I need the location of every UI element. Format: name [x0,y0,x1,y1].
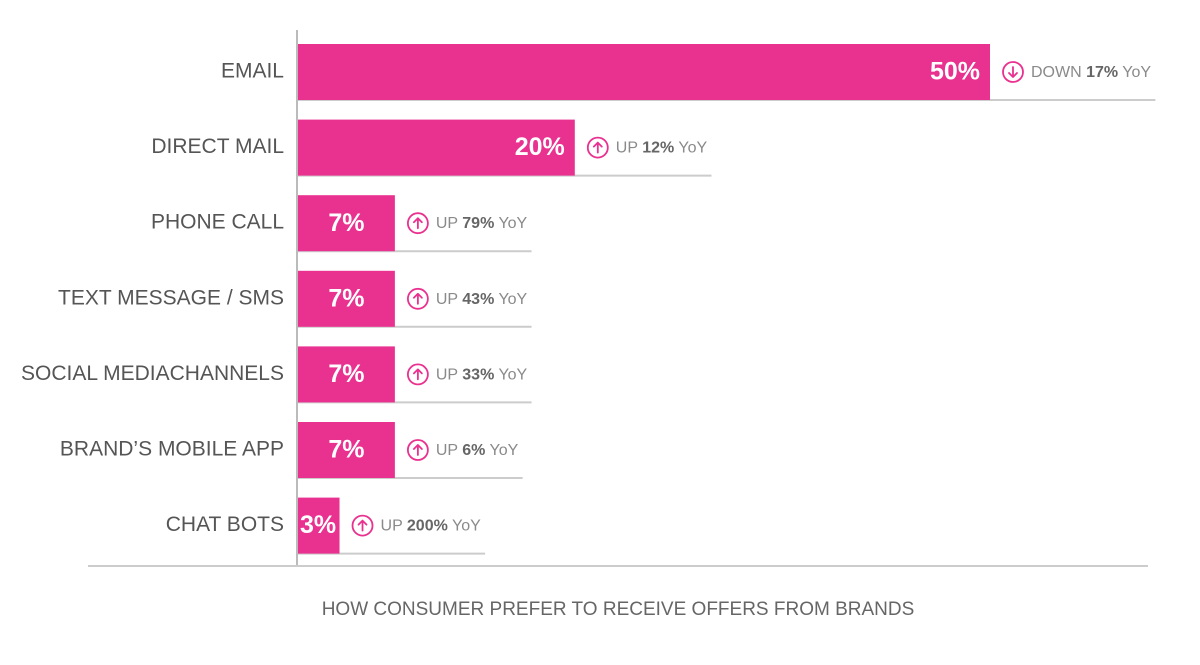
trend-icon [406,363,429,386]
value-label: 7% [328,436,364,464]
trend-period: YoY [498,367,527,384]
trend-icon [406,212,429,235]
trend-direction: UP [436,291,458,308]
trend-period: YoY [452,518,481,535]
trend-annotation: UP 12% YoY [616,140,708,157]
bar [298,119,575,176]
trend-change: 6% [462,442,485,459]
trend-direction: UP [381,518,403,535]
trend-circle [586,136,609,159]
bar [298,346,395,403]
trend-arrow [1008,66,1018,78]
trend-arrow [592,141,603,154]
chart-title: HOW CONSUMER PREFER TO RECEIVE OFFERS FR… [322,599,915,620]
trend-arrow [412,217,423,230]
trend-direction: UP [436,442,458,459]
trend-change: 79% [462,215,494,232]
trend-period: YoY [498,215,527,232]
trend-circle [406,439,429,461]
category-label: BRAND’S MOBILE APP [60,438,284,461]
category-label: TEXT MESSAGE / SMS [58,286,284,309]
category-label: EMAIL [221,60,284,83]
trend-change: 12% [642,140,674,157]
trend-icon [1002,61,1024,83]
trend-circle [1002,61,1024,83]
trend-direction: UP [436,215,458,232]
trend-annotation: UP 33% YoY [436,367,528,384]
trend-annotation: UP 6% YoY [436,442,519,459]
trend-direction: UP [436,367,458,384]
trend-change: 17% [1086,64,1118,81]
trend-arrow [357,519,368,532]
category-label: CHAT BOTS [166,513,284,536]
trend-period: YoY [498,291,527,308]
trend-period: YoY [1122,64,1151,81]
category-label: DIRECT MAIL [151,135,284,158]
trend-arrow [412,444,423,456]
trend-icon [406,287,429,310]
trend-circle [406,212,429,235]
trend-change: 200% [407,518,448,535]
trend-direction: UP [616,140,638,157]
trend-arrow [412,292,423,305]
value-label: 7% [328,284,364,312]
category-label: PHONE CALL [151,211,284,234]
value-label: 20% [515,133,565,161]
value-label: 3% [300,511,336,539]
bar [298,195,395,252]
trend-circle [406,363,429,386]
value-label: 7% [328,209,364,237]
trend-change: 33% [462,367,494,384]
bar [298,270,395,327]
trend-period: YoY [678,140,707,157]
value-label: 50% [930,58,980,86]
category-label: SOCIAL MEDIACHANNELS [21,362,284,385]
trend-change: 43% [462,291,494,308]
trend-circle [351,514,374,537]
trend-icon [351,514,374,537]
trend-annotation: UP 43% YoY [436,291,528,308]
trend-icon [586,136,609,159]
trend-period: YoY [490,442,519,459]
bar [298,44,990,100]
trend-annotation: UP 200% YoY [381,518,482,535]
value-label: 7% [328,360,364,388]
bar [298,422,395,478]
trend-annotation: UP 79% YoY [436,215,528,232]
trend-arrow [412,368,423,381]
trend-icon [406,439,429,461]
bar [298,497,340,554]
trend-direction: DOWN [1031,64,1082,81]
trend-circle [406,287,429,310]
trend-annotation: DOWN 17% YoY [1031,64,1151,81]
